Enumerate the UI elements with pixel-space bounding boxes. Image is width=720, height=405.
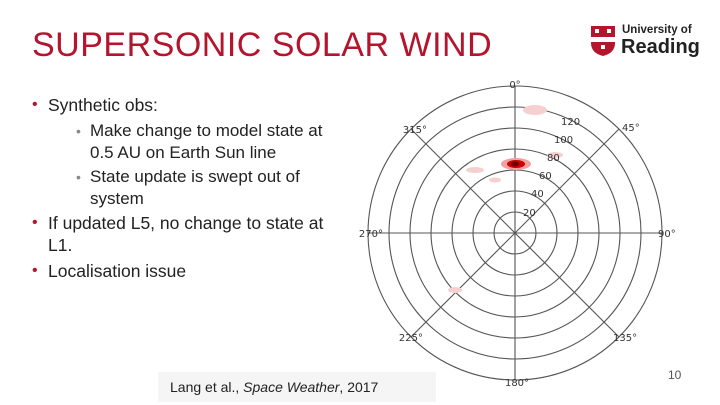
- angle-label-90: 90°: [658, 229, 676, 240]
- radius-label-60: 60: [539, 171, 552, 182]
- angle-label-135: 135°: [613, 333, 637, 344]
- radius-label-40: 40: [531, 189, 544, 200]
- logo-line1: University of: [622, 24, 692, 36]
- angle-label-315: 315°: [403, 125, 427, 136]
- polar-plot: 0° 45° 90° 135° 180° 225° 270° 315° 20 4…: [359, 80, 676, 389]
- angle-label-45: 45°: [622, 123, 640, 134]
- page-number: 10: [668, 368, 682, 382]
- bullet-list: Synthetic obs: Make change to model stat…: [30, 94, 350, 286]
- radius-label-80: 80: [547, 153, 560, 164]
- angle-label-270: 270°: [359, 229, 383, 240]
- citation-journal: Space Weather: [243, 379, 340, 395]
- bullet-synthetic-obs: Synthetic obs:: [30, 94, 350, 116]
- citation: Lang et al., Space Weather, 2017: [158, 372, 436, 402]
- crest-icon: [591, 26, 615, 56]
- citation-authors: Lang et al.,: [170, 379, 244, 395]
- bullet-localisation: Localisation issue: [30, 260, 350, 282]
- bullet-l5-update: If updated L5, no change to state at L1.: [30, 212, 350, 256]
- angle-label-0: 0°: [509, 80, 520, 91]
- polar-grid: [367, 85, 663, 381]
- faint-signal: [448, 105, 563, 293]
- citation-year: , 2017: [339, 379, 379, 395]
- angle-label-180: 180°: [505, 378, 529, 389]
- radius-label-100: 100: [554, 135, 573, 146]
- university-logo: University of Reading: [590, 22, 700, 62]
- update-signal: [501, 158, 531, 170]
- sub-bullet-model-change: Make change to model state at 0.5 AU on …: [76, 120, 350, 164]
- radius-label-20: 20: [523, 208, 536, 219]
- slide-title: SUPERSONIC SOLAR WIND: [32, 26, 493, 64]
- radius-label-120: 120: [561, 117, 580, 128]
- logo-line2: Reading: [621, 36, 700, 58]
- sub-bullet-swept-out: State update is swept out of system: [76, 166, 350, 210]
- angle-label-225: 225°: [399, 333, 423, 344]
